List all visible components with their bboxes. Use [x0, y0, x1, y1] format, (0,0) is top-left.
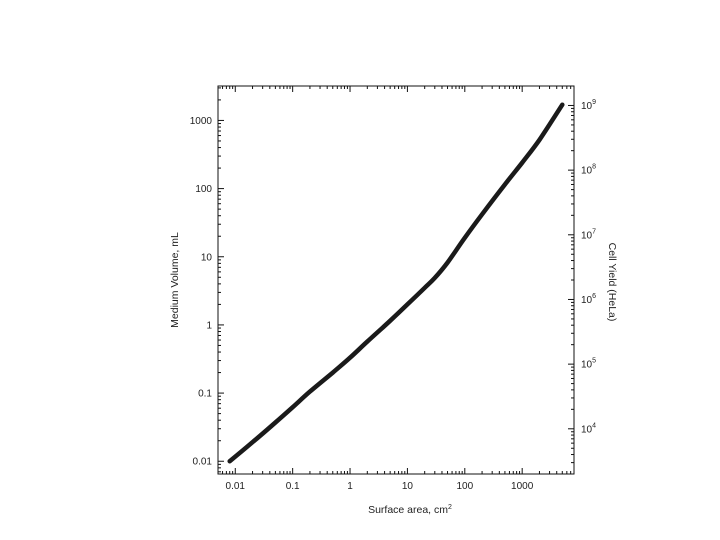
y-tick-label: 100 [195, 184, 212, 195]
x-axis-title: Surface area, cm2 [368, 504, 452, 516]
y-tick-label: 0.1 [198, 389, 212, 400]
x-tick-label: 10 [402, 481, 414, 492]
y-tick-label: 10 [201, 252, 213, 263]
y2-tick-label: 107 [581, 228, 596, 241]
y-axis-ticks: 0.01 0.1 1 10 100 1000 [190, 87, 224, 473]
x-tick-label: 100 [456, 481, 473, 492]
y2-tick-label: 109 [581, 99, 596, 112]
y2-axis-title: Cell Yield (HeLa) [606, 243, 618, 322]
y-axis-title: Medium Volume, mL [169, 232, 181, 328]
x-tick-label: 0.01 [226, 481, 246, 492]
y2-tick-label: 105 [581, 358, 596, 371]
y2-tick-label: 104 [581, 422, 596, 435]
series-line [227, 102, 565, 464]
y-tick-label: 1 [206, 320, 212, 331]
x-tick-label: 1 [347, 481, 353, 492]
y-tick-label: 1000 [190, 116, 213, 127]
y-tick-label: 0.01 [193, 457, 213, 468]
x-tick-label: 1000 [511, 481, 534, 492]
y2-axis-ticks: 104 105 106 107 108 109 [568, 99, 596, 464]
x-tick-label: 0.1 [286, 481, 300, 492]
y2-tick-label: 106 [581, 293, 596, 306]
plot-frame [217, 85, 575, 475]
x-axis-ticks: 0.01 0.1 1 10 100 1000 [222, 86, 572, 492]
y2-tick-label: 108 [581, 164, 596, 177]
